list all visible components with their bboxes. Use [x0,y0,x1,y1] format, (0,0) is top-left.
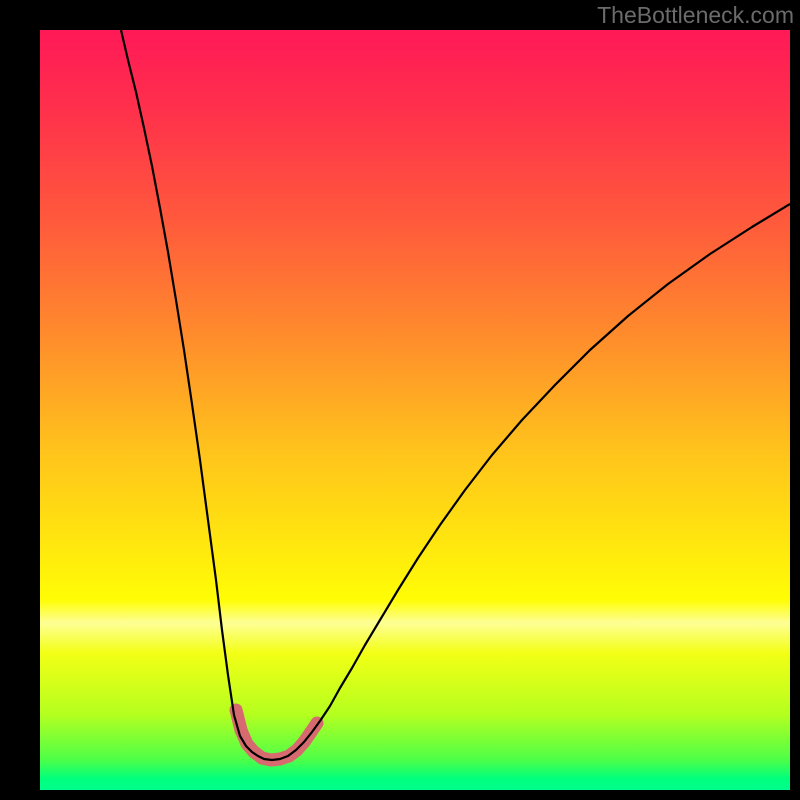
plot-area [40,30,790,790]
curve-layer [40,30,790,790]
watermark-text: TheBottleneck.com [597,2,794,29]
bottleneck-curve [121,30,790,760]
